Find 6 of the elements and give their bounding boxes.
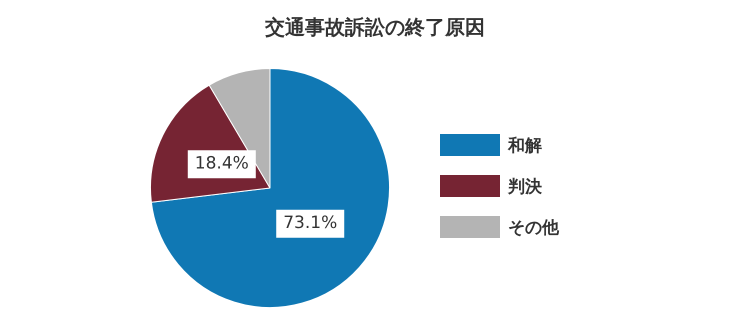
data-label: 73.1% bbox=[283, 213, 338, 234]
legend-label: 和解 bbox=[508, 134, 542, 156]
chart-title: 交通事故訴訟の終了原因 bbox=[264, 14, 486, 41]
legend-label: その他 bbox=[508, 216, 559, 238]
data-label: 18.4% bbox=[194, 154, 249, 174]
legend-label: 判決 bbox=[508, 176, 542, 198]
